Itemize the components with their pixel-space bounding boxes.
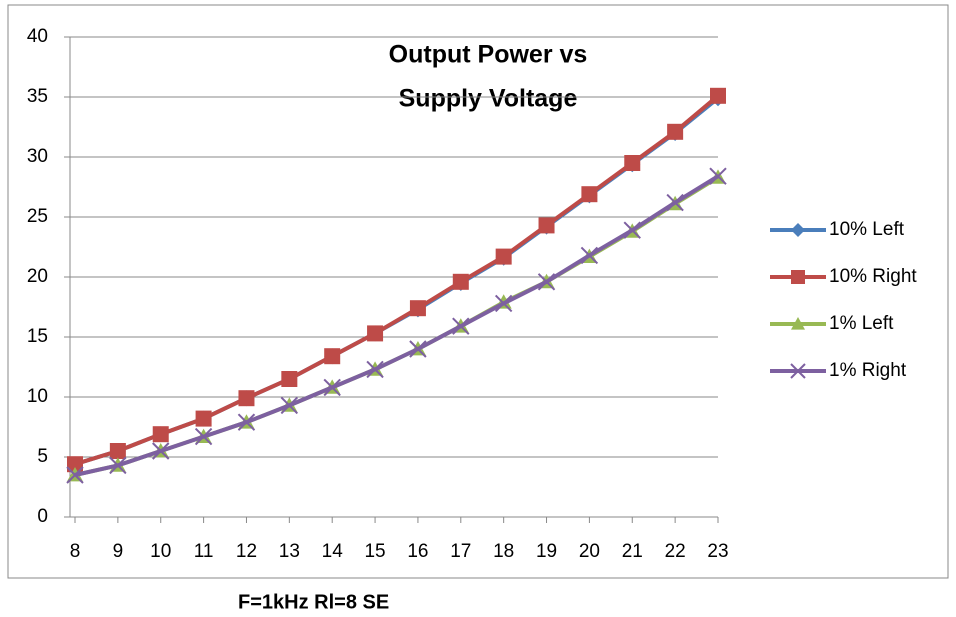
caption: F=1kHz Rl=8 SE [238,591,389,613]
marker [538,217,555,234]
marker [280,396,299,415]
marker [791,223,805,237]
marker [666,193,684,212]
marker [495,248,512,265]
x-tick-label: 21 [622,541,643,562]
x-tick-label: 19 [536,541,557,562]
marker [667,123,684,140]
x-tick-label: 14 [322,541,344,562]
x-tick-label: 15 [364,541,385,562]
marker [537,273,556,291]
x-tick-label: 23 [707,541,728,562]
x-tick-label: 16 [407,541,428,562]
marker [791,270,805,284]
legend-label: 10% Left [829,219,905,240]
marker [710,87,726,104]
chart-title: Supply Voltage [399,85,578,113]
y-tick-label: 15 [27,326,48,347]
x-tick-label: 8 [70,541,81,562]
marker [195,410,212,427]
y-tick-label: 40 [27,26,48,47]
marker [67,456,83,473]
marker [409,300,426,317]
marker [580,246,599,265]
y-tick-label: 35 [27,86,48,107]
x-tick-label: 18 [493,541,514,562]
x-tick-label: 12 [236,541,257,562]
marker [152,426,169,443]
marker [790,363,806,379]
x-tick-label: 17 [450,541,471,562]
x-tick-label: 10 [150,541,171,562]
marker [409,340,427,358]
marker [452,317,470,335]
marker [194,427,213,446]
x-tick-label: 22 [665,541,686,562]
marker [238,390,255,407]
marker [581,186,598,203]
series-line [74,94,720,467]
legend-label: 1% Right [829,360,907,381]
y-tick-label: 5 [37,446,48,467]
legend-label: 1% Left [829,313,894,334]
legend-label: 10% Right [829,266,917,287]
marker [791,317,805,330]
marker [452,273,469,290]
marker [323,378,341,397]
marker [624,155,641,171]
y-tick-label: 20 [27,266,48,287]
marker [494,294,513,313]
y-tick-label: 10 [27,386,48,407]
marker [623,221,641,239]
marker [66,466,84,484]
x-tick-label: 11 [194,541,214,562]
marker [109,456,127,475]
series-line [74,174,720,477]
marker [366,360,384,379]
marker [367,325,384,342]
marker [281,371,298,387]
marker [152,442,170,460]
marker [324,348,341,365]
y-tick-label: 30 [27,146,48,167]
y-tick-label: 0 [37,506,48,527]
x-tick-label: 9 [113,541,124,562]
x-tick-label: 13 [279,541,300,562]
y-tick-label: 25 [27,206,48,227]
marker [237,413,256,431]
x-tick-label: 20 [579,541,600,562]
marker [709,167,727,185]
marker [109,443,126,459]
chart-title: Output Power vs [389,41,588,69]
chart-frame [7,4,949,579]
